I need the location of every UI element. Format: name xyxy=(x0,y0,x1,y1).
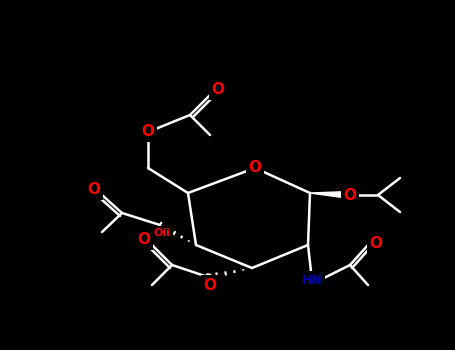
Text: Oii: Oii xyxy=(154,228,171,238)
Polygon shape xyxy=(310,191,350,198)
Text: O: O xyxy=(369,236,383,251)
Text: O: O xyxy=(248,161,262,175)
Text: O: O xyxy=(344,188,357,203)
Text: O: O xyxy=(203,278,217,293)
Text: O: O xyxy=(87,182,101,197)
Text: O: O xyxy=(212,83,224,98)
Text: HN: HN xyxy=(302,273,323,287)
Text: O: O xyxy=(137,232,151,247)
Text: O: O xyxy=(142,125,155,140)
Text: O: O xyxy=(248,161,262,175)
